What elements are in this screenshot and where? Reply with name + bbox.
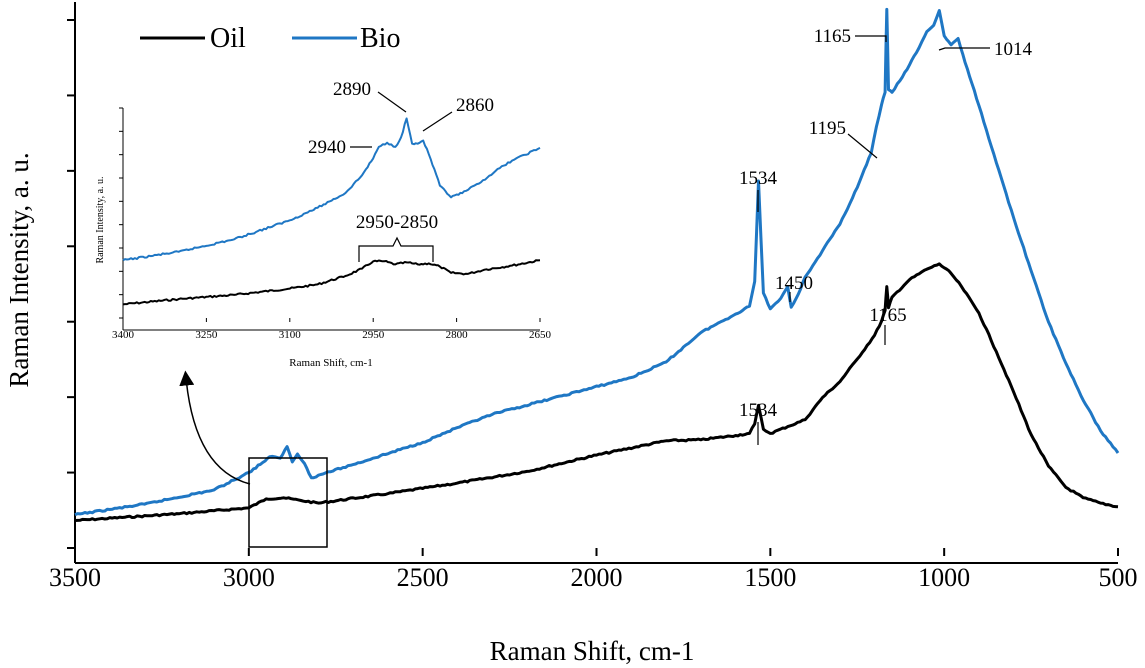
annotation-inset-2860: 2860 [456,95,494,116]
main-x-tick-label-3500: 3500 [49,563,101,592]
legend: Oil Bio [140,23,400,54]
leader-line-bio-1195 [847,133,878,159]
inset-range-bracket [358,236,434,262]
legend-label-bio: Bio [360,23,400,54]
main-x-tick-label-3000: 3000 [223,563,275,592]
annotation-bio-1534: 1534 [739,168,778,189]
annotation-inset-2890: 2890 [333,79,371,100]
main-y-ticks [67,19,75,549]
annotation-bio-1450: 1450 [775,273,813,294]
main-y-axis-label: Raman Intensity, a. u. [4,152,34,387]
inset-x-tick-label-2800: 2800 [446,329,469,341]
zoom-region-box [248,457,328,548]
inset-axes [122,108,540,331]
inset-x-axis-label: Raman Shift, cm-1 [289,357,372,369]
inset-x-ticks: 3400 3250 3100 2950 2800 2650 [112,318,552,341]
annotation-bio-1165: 1165 [814,26,851,47]
inset-series-line-bio [122,117,541,262]
main-x-tick-label-1500: 1500 [744,563,796,592]
inset-x-tick-label-3400: 3400 [112,329,135,341]
series-line-bio [74,7,1120,517]
leader-line-inset-2860 [422,111,453,132]
inset-y-ticks [119,107,123,319]
inset-x-tick-label-3100: 3100 [279,329,302,341]
leader-line-inset-2890 [377,91,407,113]
inset-x-tick-label-2950: 2950 [362,329,385,341]
inset-x-tick-label-3250: 3250 [195,329,218,341]
leader-line-bio-1014 [938,47,990,51]
main-x-tick-label-2000: 2000 [571,563,623,592]
zoom-arrow [179,370,251,485]
inset-x-tick-label-2650: 2650 [529,329,552,341]
inset-annotations [350,91,453,262]
annotation-inset-2940: 2940 [308,137,346,158]
main-annotations [757,35,990,445]
annotation-inset-range: 2950-2850 [356,212,438,233]
main-x-tick-label-1000: 1000 [918,563,970,592]
main-x-axis-label: Raman Shift, cm-1 [490,636,695,666]
annotation-bio-1195: 1195 [809,118,846,139]
series-line-oil [74,262,1119,522]
inset-series-line-oil [122,259,541,306]
annotation-oil-1534: 1534 [739,400,778,421]
main-x-ticks: 3500 3000 2500 2000 1500 1000 500 [49,548,1138,592]
legend-label-oil: Oil [210,23,246,54]
annotation-oil-1165: 1165 [869,305,906,326]
annotation-bio-1014: 1014 [994,39,1033,60]
inset-y-axis-label: Raman Intensity, a. u. [95,176,106,263]
main-x-tick-label-2500: 2500 [397,563,449,592]
main-x-tick-label-500: 500 [1099,563,1138,592]
leader-line-bio-1165 [855,35,887,42]
